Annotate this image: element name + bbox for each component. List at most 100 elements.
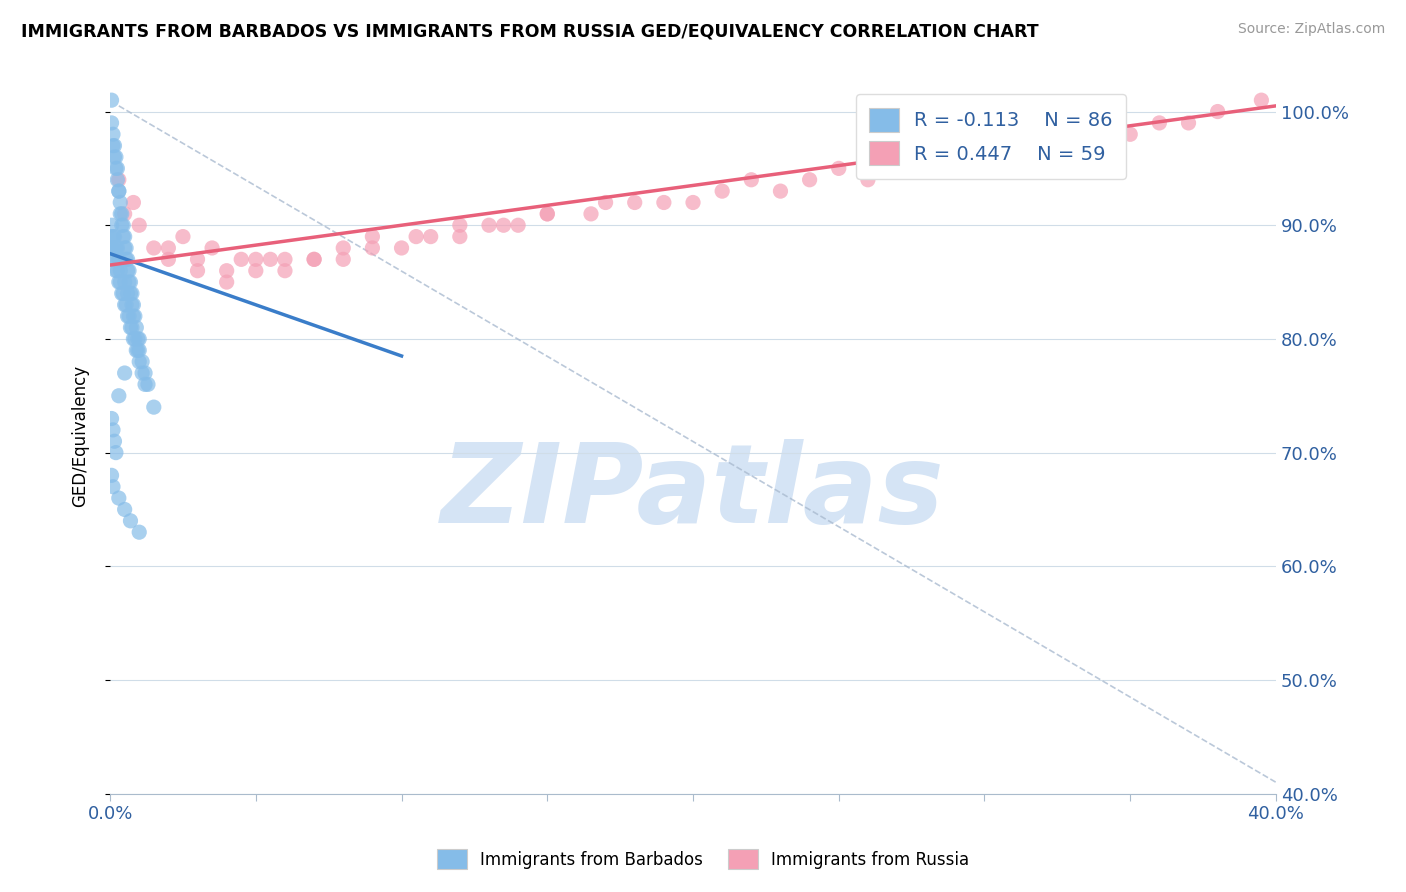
Point [103,229,125,244]
Point [449,229,471,244]
Point [332,241,354,255]
Point [157,252,180,267]
Point [886,161,908,176]
Point [103,138,125,153]
Point [361,241,384,255]
Point [122,332,145,346]
Point [120,286,142,301]
Point [101,252,124,267]
Point [595,195,617,210]
Point [740,173,762,187]
Point [128,343,150,358]
Point [449,219,471,233]
Point [104,161,127,176]
Point [127,343,149,358]
Point [128,354,150,368]
Point [799,173,821,187]
Point [108,184,131,198]
Point [157,241,180,255]
Point [101,128,124,142]
Point [120,514,142,528]
Point [492,219,515,233]
Point [118,263,141,277]
Point [131,366,153,380]
Point [111,286,134,301]
Point [1250,93,1272,107]
Point [274,252,297,267]
Point [536,207,558,221]
Point [100,116,122,130]
Point [127,332,149,346]
Point [118,275,141,289]
Point [124,309,146,323]
Point [100,241,122,255]
Point [103,252,125,267]
Point [122,309,145,323]
Point [120,275,142,289]
Point [134,377,156,392]
Point [245,263,267,277]
Point [117,263,139,277]
Point [112,286,135,301]
Point [100,219,122,233]
Point [110,195,132,210]
Point [579,207,602,221]
Point [110,207,132,221]
Point [125,343,148,358]
Point [536,207,558,221]
Point [120,320,142,334]
Legend: R = -0.113    N = 86, R = 0.447    N = 59: R = -0.113 N = 86, R = 0.447 N = 59 [856,95,1126,178]
Point [1206,104,1229,119]
Point [108,389,131,403]
Point [128,332,150,346]
Point [105,173,128,187]
Point [108,491,131,505]
Point [114,207,136,221]
Point [108,184,131,198]
Point [114,275,136,289]
Point [101,229,124,244]
Point [101,138,124,153]
Point [142,400,165,414]
Point [114,366,136,380]
Point [103,150,125,164]
Point [121,298,143,312]
Point [114,298,136,312]
Point [259,252,281,267]
Point [121,320,143,334]
Point [711,184,734,198]
Point [110,275,132,289]
Point [110,263,132,277]
Point [623,195,645,210]
Point [508,219,530,233]
Point [128,219,150,233]
Point [115,241,138,255]
Point [112,229,135,244]
Text: IMMIGRANTS FROM BARBADOS VS IMMIGRANTS FROM RUSSIA GED/EQUIVALENCY CORRELATION C: IMMIGRANTS FROM BARBADOS VS IMMIGRANTS F… [21,22,1039,40]
Point [1177,116,1199,130]
Point [682,195,704,210]
Point [108,275,131,289]
Point [104,241,127,255]
Point [112,219,135,233]
Point [478,219,501,233]
Point [769,184,792,198]
Point [100,411,122,425]
Point [101,480,124,494]
Point [856,173,879,187]
Text: Source: ZipAtlas.com: Source: ZipAtlas.com [1237,22,1385,37]
Point [101,241,124,255]
Point [1032,150,1054,164]
Point [100,468,122,483]
Point [115,252,138,267]
Point [1060,138,1083,153]
Point [122,195,145,210]
Point [943,161,966,176]
Point [115,298,138,312]
Point [973,150,995,164]
Point [117,286,139,301]
Point [915,150,938,164]
Point [108,173,131,187]
Point [136,377,159,392]
Point [274,263,297,277]
